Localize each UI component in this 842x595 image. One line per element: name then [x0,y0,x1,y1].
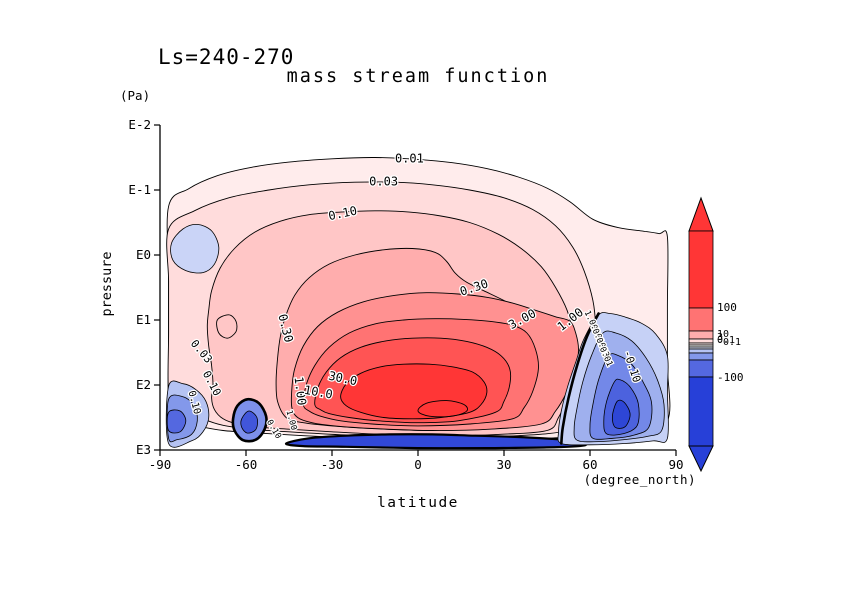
y-axis-unit: (Pa) [120,88,151,103]
colorbar-segment [688,330,714,340]
contour-line-inner-30-closed [417,400,468,418]
x-axis-unit: (degree_north) [583,472,696,487]
colorbar-label: 3 [717,332,723,343]
colorbar-segment [688,348,714,354]
x-tick-label: 60 [582,457,597,472]
contour-fill-pos-30p0 [340,363,488,420]
colorbar-label: 100 [717,301,737,314]
colorbar-arrow-bottom [688,445,714,473]
y-tick-label: E0 [136,247,151,262]
y-tick-label: E-1 [128,182,151,197]
colorbar-label: -100 [717,371,744,384]
contour-label: 0.03 [369,174,398,188]
colorbar-label: 10 [717,329,729,340]
contour-fill-neg-left-upper [170,223,220,274]
contour-fill-neg-blob-inner [240,410,258,434]
contour-label: 10.0 [303,383,334,402]
y-tick-label: E2 [136,377,151,392]
contour-fills [165,157,671,450]
colorbar-arrow-top [688,196,714,232]
contour-label: 0.01 [395,152,424,166]
x-tick-label: -60 [235,457,258,472]
colorbar-segment [688,359,714,378]
x-tick-label: 90 [668,457,683,472]
y-tick-label: E3 [136,442,151,457]
plot-period-title: Ls=240-270 [158,45,295,69]
contour-fill-neg-corner-3 [166,409,187,434]
colorbar-label: -0.1 [717,337,741,348]
x-axis-label: latitude [377,495,459,511]
axes: -90 -60 -30 0 30 60 90 E-2 E-1 E0 E1 E2 E3 [128,117,683,472]
colorbar-label: 0.1 [717,335,735,346]
colorbar-segment [688,338,714,344]
colorbar-segment [688,230,714,309]
x-tick-label: -90 [149,457,172,472]
colorbar-segment [688,307,714,332]
colorbar-segment [688,376,714,447]
contour-line-right-steep-boundary [560,312,600,445]
x-tick-label: 0 [414,457,422,472]
contour-fill-neg-right-5 [611,399,631,429]
contour-label: 1.00 [291,376,308,406]
x-tick-label: 30 [496,457,511,472]
colorbar-segment [688,352,714,361]
y-tick-label: E1 [136,312,151,327]
contour-line-left-small-oval [216,314,238,339]
plot-title: mass stream function [286,66,550,87]
x-tick-label: -30 [321,457,344,472]
y-tick-label: E-2 [128,117,151,132]
